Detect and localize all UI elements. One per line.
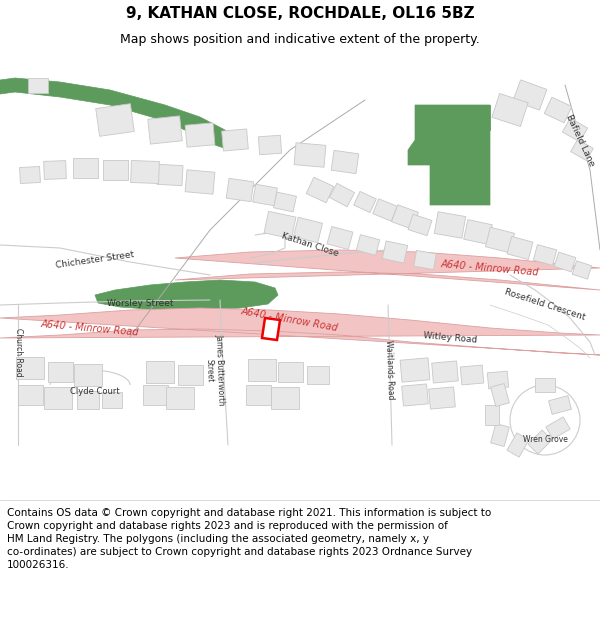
Polygon shape [44, 161, 67, 179]
Polygon shape [259, 135, 281, 155]
Polygon shape [415, 105, 490, 130]
Polygon shape [408, 214, 432, 236]
Polygon shape [487, 371, 509, 389]
Polygon shape [544, 98, 572, 122]
Polygon shape [47, 362, 73, 382]
Polygon shape [571, 139, 593, 161]
Polygon shape [185, 170, 215, 194]
Polygon shape [73, 158, 97, 178]
Text: Wren Grove: Wren Grove [523, 436, 568, 444]
Polygon shape [0, 78, 235, 150]
Polygon shape [157, 164, 183, 186]
Polygon shape [382, 241, 407, 263]
Text: Kathan Close: Kathan Close [280, 231, 340, 259]
Text: Worsley Street: Worsley Street [107, 299, 173, 308]
Polygon shape [277, 362, 302, 382]
Polygon shape [562, 118, 587, 142]
Text: Bafield Lane: Bafield Lane [564, 112, 596, 168]
Text: A640 - Minrow Road: A640 - Minrow Road [41, 319, 139, 338]
Polygon shape [401, 384, 428, 406]
Polygon shape [16, 357, 44, 379]
Text: Rosefield Crescent: Rosefield Crescent [503, 288, 587, 322]
Polygon shape [28, 78, 48, 92]
Polygon shape [353, 191, 376, 213]
Polygon shape [491, 424, 509, 446]
Polygon shape [535, 378, 555, 392]
Polygon shape [431, 361, 458, 383]
Polygon shape [572, 261, 592, 279]
Polygon shape [221, 129, 248, 151]
Polygon shape [248, 359, 276, 381]
Polygon shape [293, 217, 323, 242]
Text: Chichester Street: Chichester Street [55, 250, 135, 270]
Text: Witley Road: Witley Road [423, 331, 477, 345]
Polygon shape [306, 177, 334, 202]
Polygon shape [95, 280, 278, 310]
Polygon shape [507, 433, 529, 457]
Text: A640 - Minrow Road: A640 - Minrow Road [440, 259, 539, 278]
Polygon shape [554, 252, 576, 272]
Polygon shape [428, 387, 455, 409]
Polygon shape [77, 391, 99, 409]
Text: Church Road: Church Road [13, 328, 23, 376]
Polygon shape [20, 166, 40, 184]
Polygon shape [262, 318, 280, 340]
Polygon shape [271, 387, 299, 409]
Polygon shape [185, 123, 215, 147]
Polygon shape [331, 151, 359, 174]
Polygon shape [329, 183, 355, 207]
Polygon shape [96, 104, 134, 136]
Polygon shape [327, 226, 353, 249]
Polygon shape [148, 116, 182, 144]
Text: Clyde Court: Clyde Court [70, 388, 120, 396]
Polygon shape [17, 385, 43, 405]
Polygon shape [143, 385, 167, 405]
Polygon shape [274, 192, 296, 212]
Polygon shape [408, 105, 490, 205]
Polygon shape [434, 212, 466, 238]
Polygon shape [245, 385, 271, 405]
Polygon shape [226, 178, 254, 202]
Polygon shape [131, 161, 160, 184]
Polygon shape [507, 236, 533, 259]
Polygon shape [392, 205, 418, 229]
Polygon shape [74, 364, 102, 386]
Polygon shape [102, 392, 122, 408]
Polygon shape [166, 387, 194, 409]
Text: 9, KATHAN CLOSE, ROCHDALE, OL16 5BZ: 9, KATHAN CLOSE, ROCHDALE, OL16 5BZ [125, 6, 475, 21]
Polygon shape [460, 365, 484, 385]
Polygon shape [356, 234, 380, 256]
Text: Waitlands Road: Waitlands Road [385, 340, 395, 400]
Polygon shape [175, 250, 600, 290]
Polygon shape [253, 184, 277, 206]
Polygon shape [307, 366, 329, 384]
Polygon shape [491, 384, 509, 406]
Polygon shape [528, 430, 552, 454]
Text: A640 - Minrow Road: A640 - Minrow Road [241, 306, 340, 334]
Polygon shape [485, 228, 515, 253]
Polygon shape [492, 94, 528, 126]
Polygon shape [44, 387, 72, 409]
Polygon shape [485, 405, 499, 425]
Polygon shape [294, 142, 326, 168]
Polygon shape [103, 160, 128, 180]
Text: Contains OS data © Crown copyright and database right 2021. This information is : Contains OS data © Crown copyright and d… [7, 508, 491, 570]
Text: James Butterworth
Street: James Butterworth Street [204, 334, 226, 406]
Text: Map shows position and indicative extent of the property.: Map shows position and indicative extent… [120, 32, 480, 46]
Polygon shape [546, 417, 570, 439]
Polygon shape [264, 211, 296, 239]
Polygon shape [400, 358, 430, 382]
Polygon shape [513, 80, 547, 110]
Polygon shape [414, 251, 436, 269]
Polygon shape [464, 219, 493, 244]
Polygon shape [0, 308, 600, 355]
Polygon shape [548, 396, 571, 414]
Polygon shape [146, 361, 174, 383]
Polygon shape [178, 365, 203, 385]
Polygon shape [533, 244, 557, 266]
Polygon shape [373, 199, 397, 221]
